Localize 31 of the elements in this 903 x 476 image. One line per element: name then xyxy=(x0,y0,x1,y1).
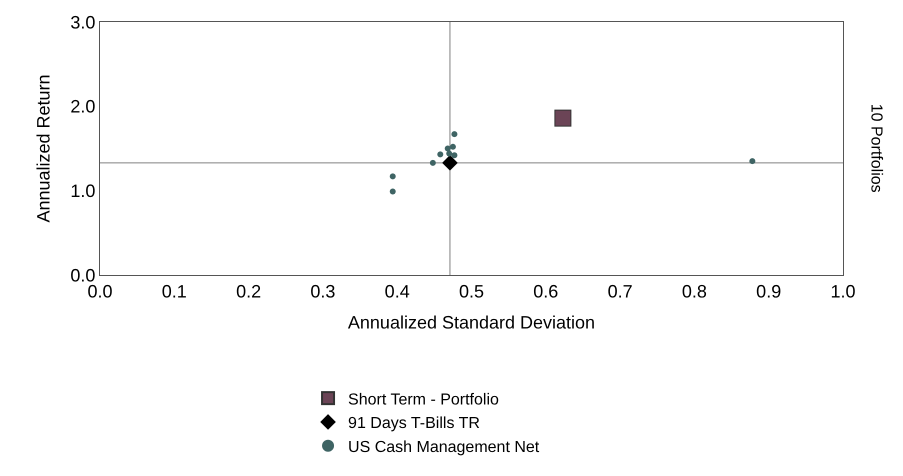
point xyxy=(446,150,452,157)
point xyxy=(442,155,458,171)
point xyxy=(430,160,436,166)
point xyxy=(450,144,456,150)
x-tick-label: 1.0 xyxy=(830,282,856,302)
legend-label: US Cash Management Net xyxy=(348,439,540,456)
x-tick-label: 0.1 xyxy=(162,282,187,302)
point xyxy=(390,188,396,195)
point xyxy=(437,151,444,158)
y-tick-label: 2.0 xyxy=(70,96,96,117)
point xyxy=(451,152,458,158)
x-tick-label: 0.3 xyxy=(310,282,336,302)
legend-label: Short Term - Portfolio xyxy=(348,391,500,408)
point xyxy=(444,146,451,152)
x-tick-label: 0.4 xyxy=(384,282,410,302)
point xyxy=(390,173,396,180)
x-axis-title: Annualized Standard Deviation xyxy=(348,312,596,333)
legend-label: 91 Days T-Bills TR xyxy=(348,415,480,432)
y-tick-label: 3.0 xyxy=(70,12,96,32)
point xyxy=(554,110,572,127)
x-tick-label: 0.5 xyxy=(458,282,484,302)
y-axis-title: Annualized Return xyxy=(34,74,54,223)
x-tick-label: 0.8 xyxy=(682,282,707,302)
point xyxy=(749,158,756,164)
x-tick-label: 0.2 xyxy=(236,282,262,302)
point xyxy=(451,131,458,138)
x-tick-label: 0.7 xyxy=(608,282,633,302)
x-tick-label: 0.9 xyxy=(756,282,782,302)
y-tick-label: 1.0 xyxy=(70,180,96,201)
x-tick-label: 0.6 xyxy=(533,282,558,302)
y2-axis-title: 10 Portfolios xyxy=(867,104,884,193)
